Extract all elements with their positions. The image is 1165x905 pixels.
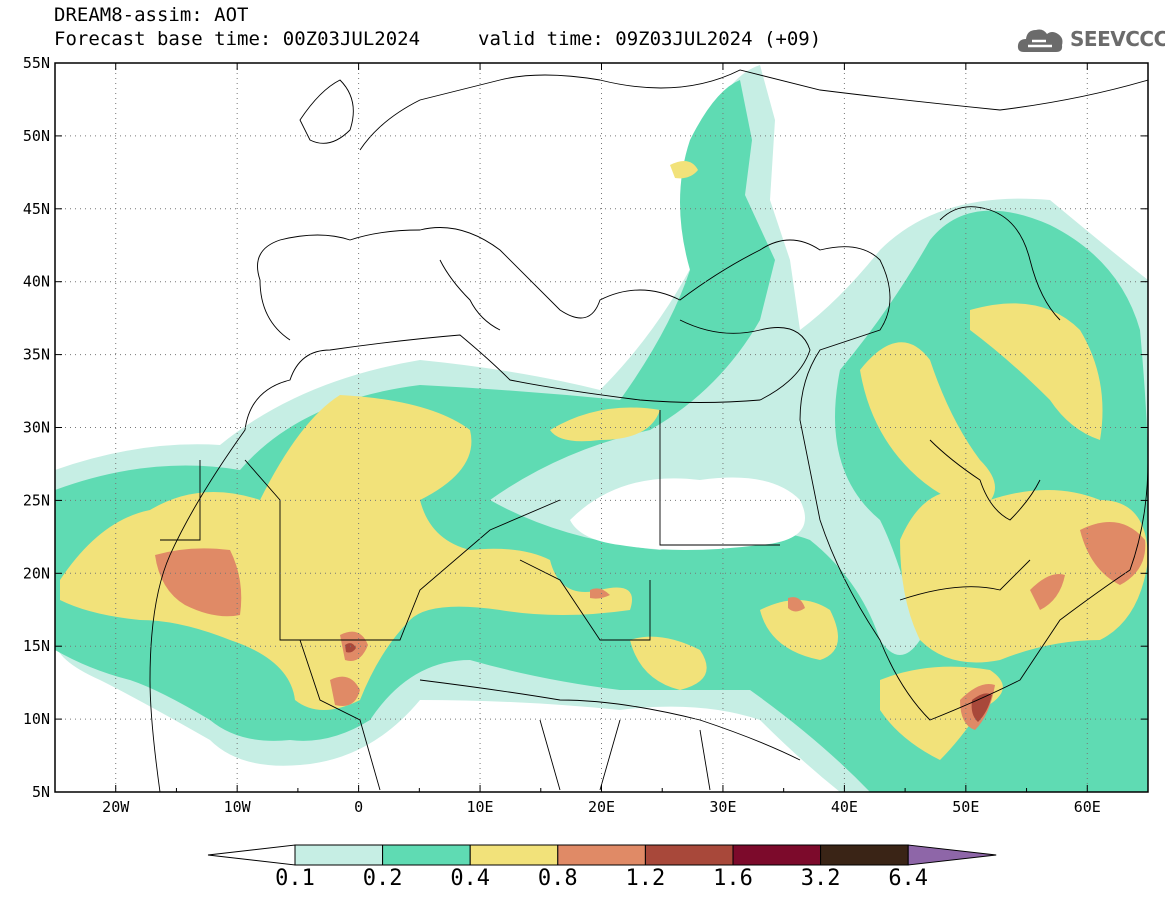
lon-tick-label: 40E xyxy=(831,798,858,816)
cloud-icon xyxy=(1017,29,1063,52)
coastlines xyxy=(149,69,1148,792)
aot-band-0.4-0.8 xyxy=(60,161,1148,760)
lon-tick-label: 10E xyxy=(467,798,494,816)
axis-tick-labels: 5N 10N 15N 20N 25N 30N 35N 40N 45N 50N 55N 20W 10W 0 1… xyxy=(23,54,1101,816)
colorbar-label: 3.2 xyxy=(800,866,841,891)
colorbar-label: 1.2 xyxy=(625,866,666,891)
lat-tick-label: 15N xyxy=(23,637,50,655)
axis-ticks xyxy=(54,62,1149,793)
colorbar-swatch xyxy=(382,844,471,866)
logo-text: SEEVCCC xyxy=(1070,27,1165,51)
colorbar-swatch xyxy=(557,844,646,866)
colorbar-arrow-low xyxy=(207,844,296,866)
lon-tick-label: 0 xyxy=(354,798,363,816)
lat-tick-label: 40N xyxy=(23,273,50,291)
map-title: DREAM8-assim: AOT xyxy=(54,4,249,26)
colorbar-label: 0.8 xyxy=(537,866,578,891)
lat-tick-label: 50N xyxy=(23,127,50,145)
colorbar-swatch xyxy=(294,844,384,866)
colorbar xyxy=(207,844,997,866)
lat-tick-label: 55N xyxy=(23,54,50,72)
colorbar-swatch xyxy=(820,844,909,866)
lat-tick-label: 5N xyxy=(32,783,50,801)
lon-tick-label: 20E xyxy=(588,798,615,816)
colorbar-swatch xyxy=(644,844,734,866)
map-grid xyxy=(55,63,1148,792)
colorbar-swatch xyxy=(732,844,822,866)
lon-tick-label: 10W xyxy=(224,798,252,816)
lon-tick-label: 20W xyxy=(102,798,130,816)
lon-tick-label: 60E xyxy=(1074,798,1101,816)
aot-field xyxy=(55,63,1148,792)
lon-tick-label: 30E xyxy=(709,798,736,816)
colorbar-arrow-high xyxy=(907,844,997,866)
valid-time: valid time: 09Z03JUL2024 (+09) xyxy=(478,28,822,50)
colorbar-swatch xyxy=(469,844,559,866)
lat-tick-label: 45N xyxy=(23,200,50,218)
time-info: Forecast base time: 00Z03JUL2024 valid ti… xyxy=(54,28,821,50)
lat-tick-label: 30N xyxy=(23,419,50,437)
lat-tick-label: 35N xyxy=(23,346,50,364)
lat-tick-label: 20N xyxy=(23,564,50,582)
colorbar-label: 0.1 xyxy=(275,866,315,891)
colorbar-label: 1.6 xyxy=(713,866,753,891)
lat-tick-label: 10N xyxy=(23,710,50,728)
seevccc-logo: SEEVCCC xyxy=(1016,22,1165,56)
lon-tick-label: 50E xyxy=(952,798,979,816)
colorbar-label: 0.4 xyxy=(450,866,491,891)
base-time: Forecast base time: 00Z03JUL2024 xyxy=(54,28,421,50)
colorbar-label: 0.2 xyxy=(362,866,403,891)
colorbar-label: 6.4 xyxy=(888,866,929,891)
lat-tick-label: 25N xyxy=(23,491,50,509)
